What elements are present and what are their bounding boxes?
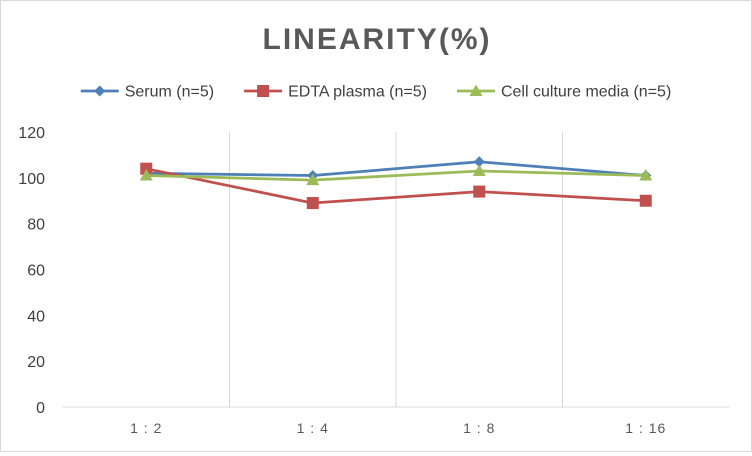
series-edta-plasma-n-5 (140, 162, 652, 210)
series-line-cell-culture-media-n-5 (146, 169, 646, 182)
data-point-cell-culture-media-n-5 (472, 164, 486, 176)
y-tick-label: 100 (18, 171, 45, 188)
y-tick-label: 20 (27, 354, 45, 371)
legend-marker (469, 84, 483, 96)
legend-label: Serum (n=5) (125, 84, 214, 101)
data-point-edta-plasma-n-5 (639, 194, 652, 207)
data-point-edta-plasma-n-5 (473, 185, 486, 198)
y-tick-label: 0 (36, 400, 45, 417)
legend-marker (257, 85, 270, 97)
y-tick-label: 60 (27, 263, 45, 280)
data-point-edta-plasma-n-5 (306, 197, 319, 210)
y-tick-label: 120 (18, 125, 45, 142)
series-line-serum-n-5 (146, 160, 646, 177)
x-axis: 1 : 2 1 : 4 1 : 8 1 : 16 (130, 420, 666, 436)
legend-item-edta-plasma-n-5: EDTA plasma (n=5) (244, 84, 427, 101)
x-tick-label: 1 : 2 (130, 420, 162, 436)
legend-item-serum-n-5: Serum (n=5) (80, 84, 214, 101)
x-tick-label: 1 : 16 (625, 420, 666, 436)
legend-label: EDTA plasma (n=5) (288, 84, 427, 101)
data-point-edta-plasma-n-5 (140, 162, 153, 175)
legend-marker (94, 85, 106, 97)
x-tick-label: 1 : 4 (297, 420, 329, 436)
series-line-edta-plasma-n-5 (145, 167, 646, 205)
series-cell-culture-media-n-5 (139, 164, 653, 186)
data-point-cell-culture-media-n-5 (639, 169, 653, 181)
data-point-cell-culture-media-n-5 (139, 169, 153, 181)
legend-label: Cell culture media (n=5) (501, 84, 671, 101)
x-tick-label: 1 : 8 (463, 420, 495, 436)
data-point-cell-culture-media-n-5 (306, 173, 320, 186)
y-tick-label: 40 (27, 308, 45, 325)
legend: Serum (n=5) EDTA plasma (n=5) Cell culture… (80, 84, 671, 101)
y-tick-label: 80 (27, 217, 45, 234)
data-point-serum-n-5 (473, 156, 485, 168)
series-group (139, 156, 653, 210)
legend-item-cell-culture-media-n-5: Cell culture media (n=5) (456, 84, 671, 101)
y-axis: 0 20 40 60 80 100 120 (18, 125, 45, 417)
chart-title: LINEARITY(%) (263, 23, 492, 56)
